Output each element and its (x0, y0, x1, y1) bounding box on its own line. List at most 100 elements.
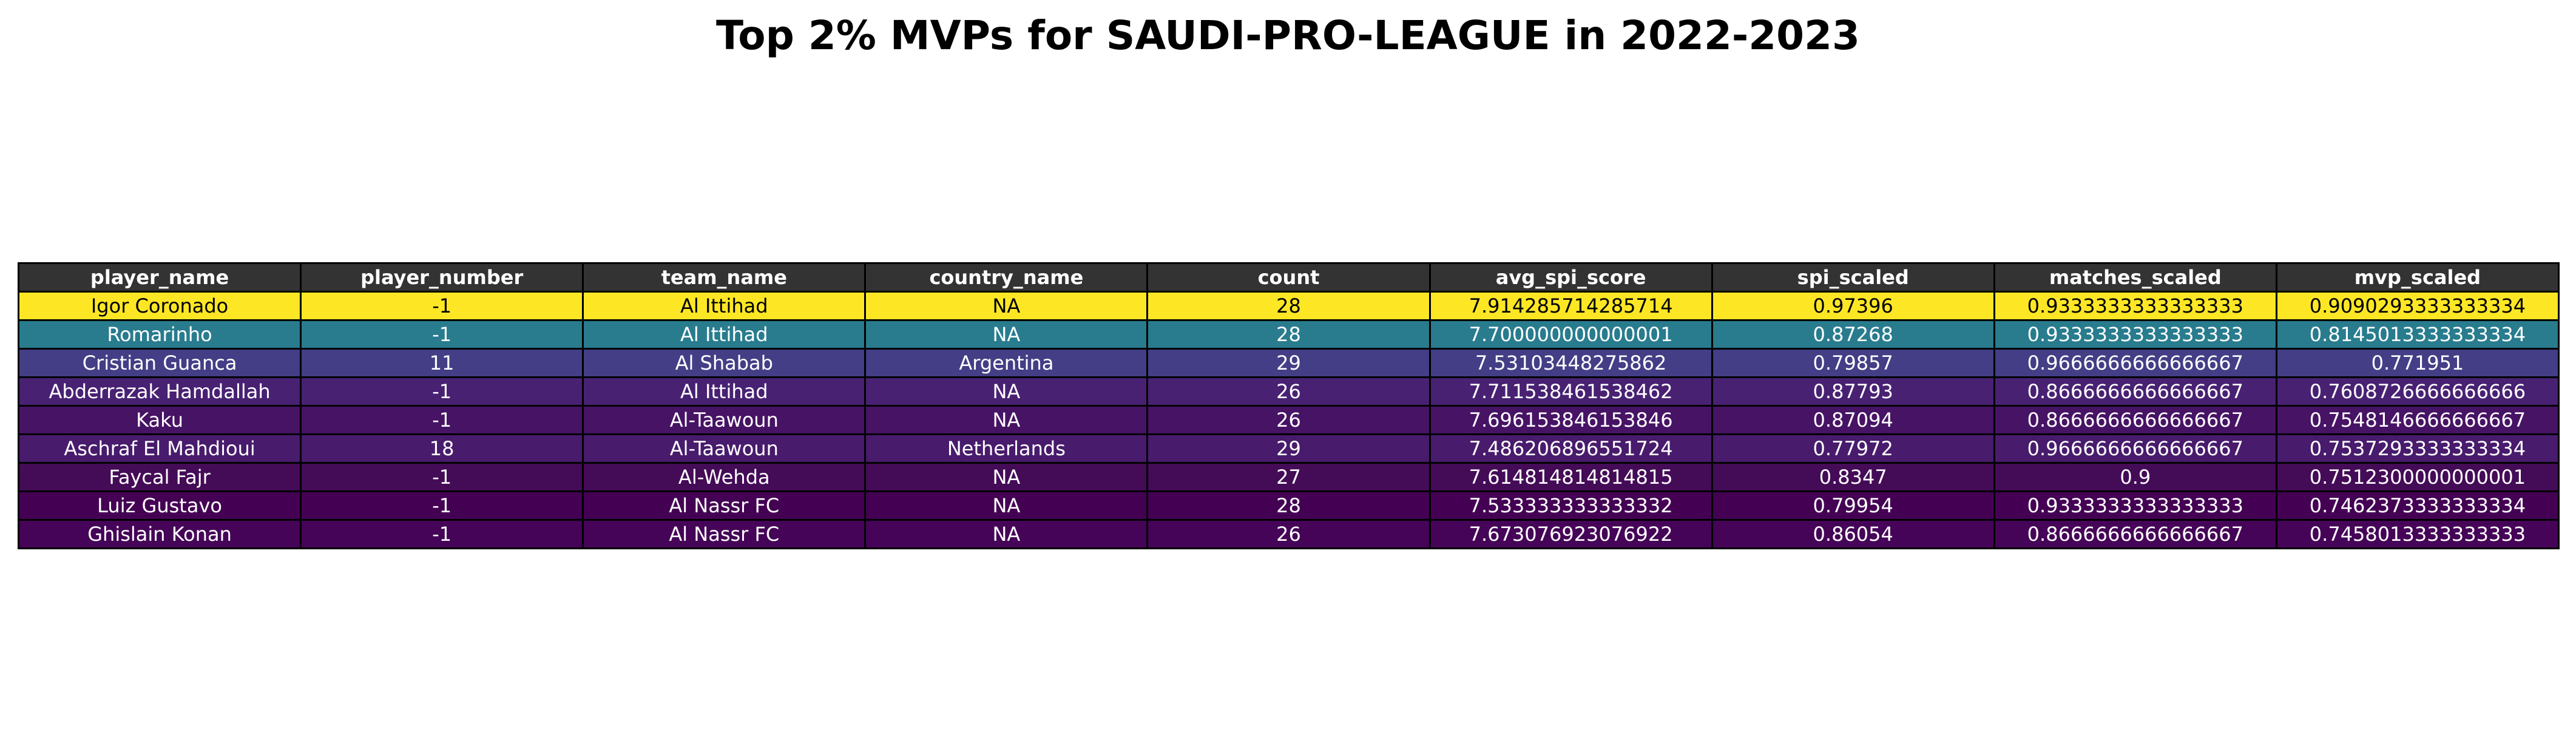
column-header-avg-spi-score: avg_spi_score (1428, 262, 1713, 293)
cell-avg-spi-score: 7.711538461538462 (1428, 376, 1713, 407)
mvp-table: player_name player_number team_name country… (17, 262, 2560, 549)
column-header-count: count (1146, 262, 1431, 293)
column-header-team-name: team_name (582, 262, 867, 293)
cell-country-name: NA (864, 490, 1149, 521)
table-row: Kaku -1 Al-Taawoun NA 26 7.696153846153846 0.8… (17, 405, 2560, 435)
cell-avg-spi-score: 7.700000000000001 (1428, 319, 1713, 350)
cell-country-name: NA (864, 462, 1149, 492)
table-row: Abderrazak Hamdallah -1 Al Ittihad NA 26 7.71… (17, 376, 2560, 407)
cell-matches-scaled: 0.9 (1993, 462, 2277, 492)
cell-count: 27 (1146, 462, 1431, 492)
table-row: Igor Coronado -1 Al Ittihad NA 28 7.914285714… (17, 291, 2560, 321)
column-header-mvp-scaled: mvp_scaled (2275, 262, 2560, 293)
cell-player-name: Cristian Guanca (17, 348, 302, 378)
cell-player-number: 18 (300, 433, 584, 464)
cell-team-name: Al-Taawoun (582, 433, 867, 464)
table-row: Faycal Fajr -1 Al-Wehda NA 27 7.6148148148148… (17, 462, 2560, 492)
cell-mvp-scaled: 0.8145013333333334 (2275, 319, 2560, 350)
cell-avg-spi-score: 7.53103448275862 (1428, 348, 1713, 378)
cell-matches-scaled: 0.8666666666666667 (1993, 376, 2277, 407)
cell-country-name: Netherlands (864, 433, 1149, 464)
cell-country-name: NA (864, 291, 1149, 321)
cell-count: 28 (1146, 490, 1431, 521)
cell-country-name: NA (864, 376, 1149, 407)
cell-player-name: Faycal Fajr (17, 462, 302, 492)
cell-spi-scaled: 0.8347 (1711, 462, 1995, 492)
cell-mvp-scaled: 0.7608726666666666 (2275, 376, 2560, 407)
header-row: player_name player_number team_name country… (17, 262, 2560, 293)
cell-team-name: Al Shabab (582, 348, 867, 378)
table-header: player_name player_number team_name country… (17, 262, 2560, 293)
cell-spi-scaled: 0.86054 (1711, 519, 1995, 549)
cell-avg-spi-score: 7.614814814814815 (1428, 462, 1713, 492)
cell-player-name: Kaku (17, 405, 302, 435)
cell-avg-spi-score: 7.696153846153846 (1428, 405, 1713, 435)
cell-team-name: Al Ittihad (582, 376, 867, 407)
cell-player-name: Igor Coronado (17, 291, 302, 321)
column-header-spi-scaled: spi_scaled (1711, 262, 1995, 293)
cell-spi-scaled: 0.97396 (1711, 291, 1995, 321)
column-header-country-name: country_name (864, 262, 1149, 293)
cell-team-name: Al Nassr FC (582, 490, 867, 521)
cell-player-name: Abderrazak Hamdallah (17, 376, 302, 407)
cell-player-number: -1 (300, 291, 584, 321)
cell-matches-scaled: 0.8666666666666667 (1993, 519, 2277, 549)
cell-count: 26 (1146, 405, 1431, 435)
cell-count: 28 (1146, 319, 1431, 350)
cell-player-name: Romarinho (17, 319, 302, 350)
cell-count: 29 (1146, 433, 1431, 464)
cell-matches-scaled: 0.9333333333333333 (1993, 319, 2277, 350)
cell-spi-scaled: 0.87268 (1711, 319, 1995, 350)
cell-country-name: Argentina (864, 348, 1149, 378)
cell-player-number: -1 (300, 462, 584, 492)
cell-matches-scaled: 0.9666666666666667 (1993, 348, 2277, 378)
cell-mvp-scaled: 0.7537293333333334 (2275, 433, 2560, 464)
cell-player-number: -1 (300, 405, 584, 435)
cell-team-name: Al Ittihad (582, 319, 867, 350)
table-body: Igor Coronado -1 Al Ittihad NA 28 7.914285714… (17, 291, 2560, 549)
column-header-player-name: player_name (17, 262, 302, 293)
cell-mvp-scaled: 0.7548146666666667 (2275, 405, 2560, 435)
table-row: Ghislain Konan -1 Al Nassr FC NA 26 7.6730769… (17, 519, 2560, 549)
cell-mvp-scaled: 0.7462373333333334 (2275, 490, 2560, 521)
cell-mvp-scaled: 0.771951 (2275, 348, 2560, 378)
cell-avg-spi-score: 7.486206896551724 (1428, 433, 1713, 464)
cell-spi-scaled: 0.79954 (1711, 490, 1995, 521)
cell-country-name: NA (864, 405, 1149, 435)
cell-spi-scaled: 0.87094 (1711, 405, 1995, 435)
cell-mvp-scaled: 0.7458013333333333 (2275, 519, 2560, 549)
cell-team-name: Al-Taawoun (582, 405, 867, 435)
table-row: Romarinho -1 Al Ittihad NA 28 7.7000000000000… (17, 319, 2560, 350)
cell-avg-spi-score: 7.673076923076922 (1428, 519, 1713, 549)
cell-count: 28 (1146, 291, 1431, 321)
cell-team-name: Al-Wehda (582, 462, 867, 492)
cell-avg-spi-score: 7.533333333333332 (1428, 490, 1713, 521)
cell-matches-scaled: 0.9666666666666667 (1993, 433, 2277, 464)
table-row: Luiz Gustavo -1 Al Nassr FC NA 28 7.533333333… (17, 490, 2560, 521)
cell-player-name: Aschraf El Mahdioui (17, 433, 302, 464)
cell-player-number: -1 (300, 490, 584, 521)
cell-country-name: NA (864, 519, 1149, 549)
cell-player-name: Luiz Gustavo (17, 490, 302, 521)
cell-mvp-scaled: 0.7512300000000001 (2275, 462, 2560, 492)
table-row: Aschraf El Mahdioui 18 Al-Taawoun Netherlan… (17, 433, 2560, 464)
cell-player-number: -1 (300, 376, 584, 407)
cell-count: 26 (1146, 376, 1431, 407)
cell-count: 26 (1146, 519, 1431, 549)
cell-player-number: 11 (300, 348, 584, 378)
cell-spi-scaled: 0.77972 (1711, 433, 1995, 464)
cell-spi-scaled: 0.87793 (1711, 376, 1995, 407)
cell-count: 29 (1146, 348, 1431, 378)
cell-country-name: NA (864, 319, 1149, 350)
cell-matches-scaled: 0.8666666666666667 (1993, 405, 2277, 435)
column-header-player-number: player_number (300, 262, 584, 293)
cell-player-number: -1 (300, 519, 584, 549)
chart-title: Top 2% MVPs for SAUDI-PRO-LEAGUE in 2022… (716, 12, 1860, 59)
cell-mvp-scaled: 0.9090293333333334 (2275, 291, 2560, 321)
cell-team-name: Al Ittihad (582, 291, 867, 321)
cell-matches-scaled: 0.9333333333333333 (1993, 490, 2277, 521)
cell-player-number: -1 (300, 319, 584, 350)
cell-player-name: Ghislain Konan (17, 519, 302, 549)
cell-matches-scaled: 0.9333333333333333 (1993, 291, 2277, 321)
cell-team-name: Al Nassr FC (582, 519, 867, 549)
